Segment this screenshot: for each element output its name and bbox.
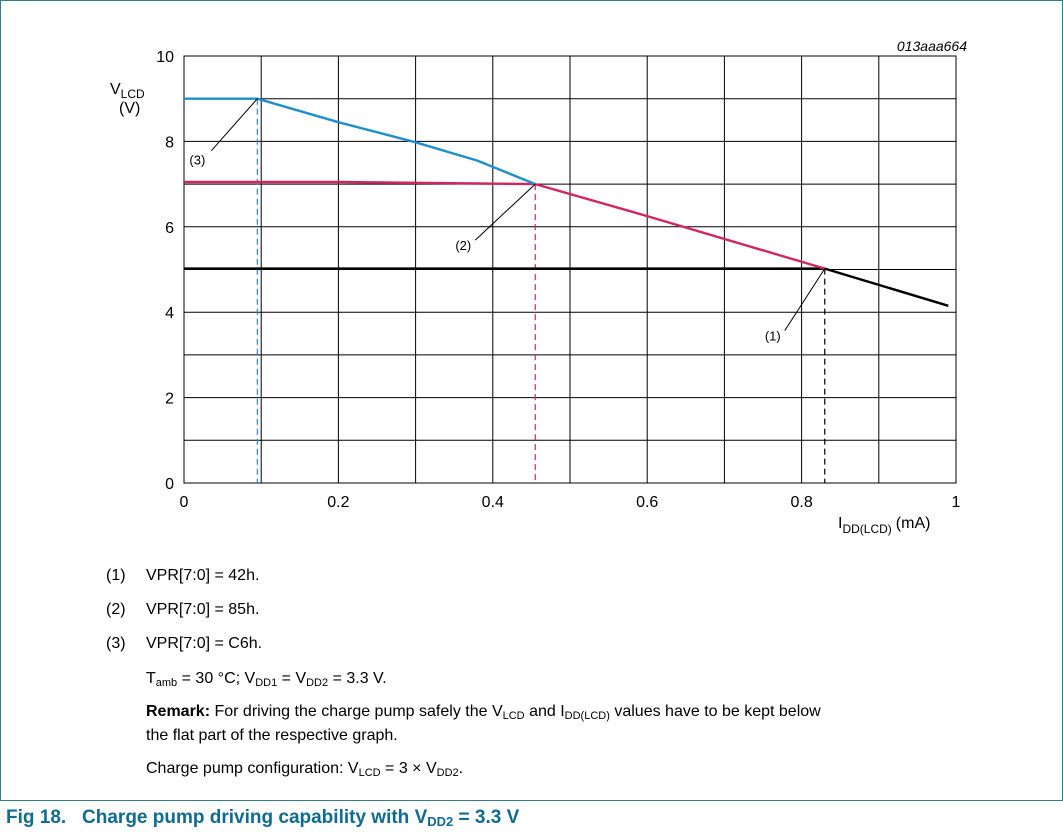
note-item: (1) VPR[7:0] = 42h. <box>106 566 259 586</box>
series-line-1 <box>184 267 949 307</box>
x-tick-label: 0.4 <box>482 494 504 511</box>
series-line-2 <box>184 180 826 270</box>
x-tick-label: 1 <box>952 494 961 511</box>
y-axis-label: VLCD <box>110 81 145 101</box>
y-tick-label: 10 <box>156 49 174 66</box>
chart-guides <box>256 98 826 483</box>
chart-callouts: (1) (2) (3) <box>189 98 826 344</box>
series-line-3 <box>184 97 536 186</box>
conditions-text: Tamb = 30 °C; VDD1 = VDD2 = 3.3 V. <box>146 670 387 689</box>
remark-text: Remark: For driving the charge pump safe… <box>146 703 821 744</box>
callout-leader <box>784 268 826 331</box>
remark-label: Remark: <box>146 703 211 720</box>
note-text: VPR[7:0] = 85h. <box>146 601 260 618</box>
y-tick-label: 6 <box>165 220 174 237</box>
figure-frame-bottom <box>0 800 1063 801</box>
x-tick-label: 0.8 <box>790 494 812 511</box>
note-number: (3) <box>106 635 126 652</box>
y-tick-label: 8 <box>165 134 174 151</box>
series-callout-label: (2) <box>455 238 471 253</box>
callout-leader <box>210 98 258 152</box>
note-item: (2) VPR[7:0] = 85h. <box>106 600 259 620</box>
y-tick-label: 2 <box>165 391 174 408</box>
note-number: (2) <box>106 601 126 618</box>
x-axis-label: IDD(LCD) (mA) <box>838 515 930 536</box>
configuration-text: Charge pump configuration: VLCD = 3 × VD… <box>146 760 464 779</box>
y-tick-label: 4 <box>165 305 174 322</box>
callout-leader <box>474 183 536 241</box>
note-item: (3) VPR[7:0] = C6h. <box>106 634 262 654</box>
x-tick-label: 0 <box>180 494 189 511</box>
chart-series <box>184 97 949 307</box>
figure-title: Fig 18. Charge pump driving capability w… <box>6 807 520 829</box>
x-tick-label: 0.2 <box>327 494 349 511</box>
x-tick-label: 0.6 <box>636 494 658 511</box>
note-number: (1) <box>106 567 126 584</box>
y-axis-unit: (V) <box>119 100 140 117</box>
series-callout-label: (3) <box>189 153 205 168</box>
note-text: VPR[7:0] = 42h. <box>146 567 260 584</box>
y-tick-label: 0 <box>165 476 174 493</box>
note-text: VPR[7:0] = C6h. <box>146 635 263 652</box>
figure-id-label: 013aaa664 <box>897 38 967 54</box>
chart-grid <box>183 55 957 484</box>
series-callout-label: (1) <box>765 329 781 344</box>
